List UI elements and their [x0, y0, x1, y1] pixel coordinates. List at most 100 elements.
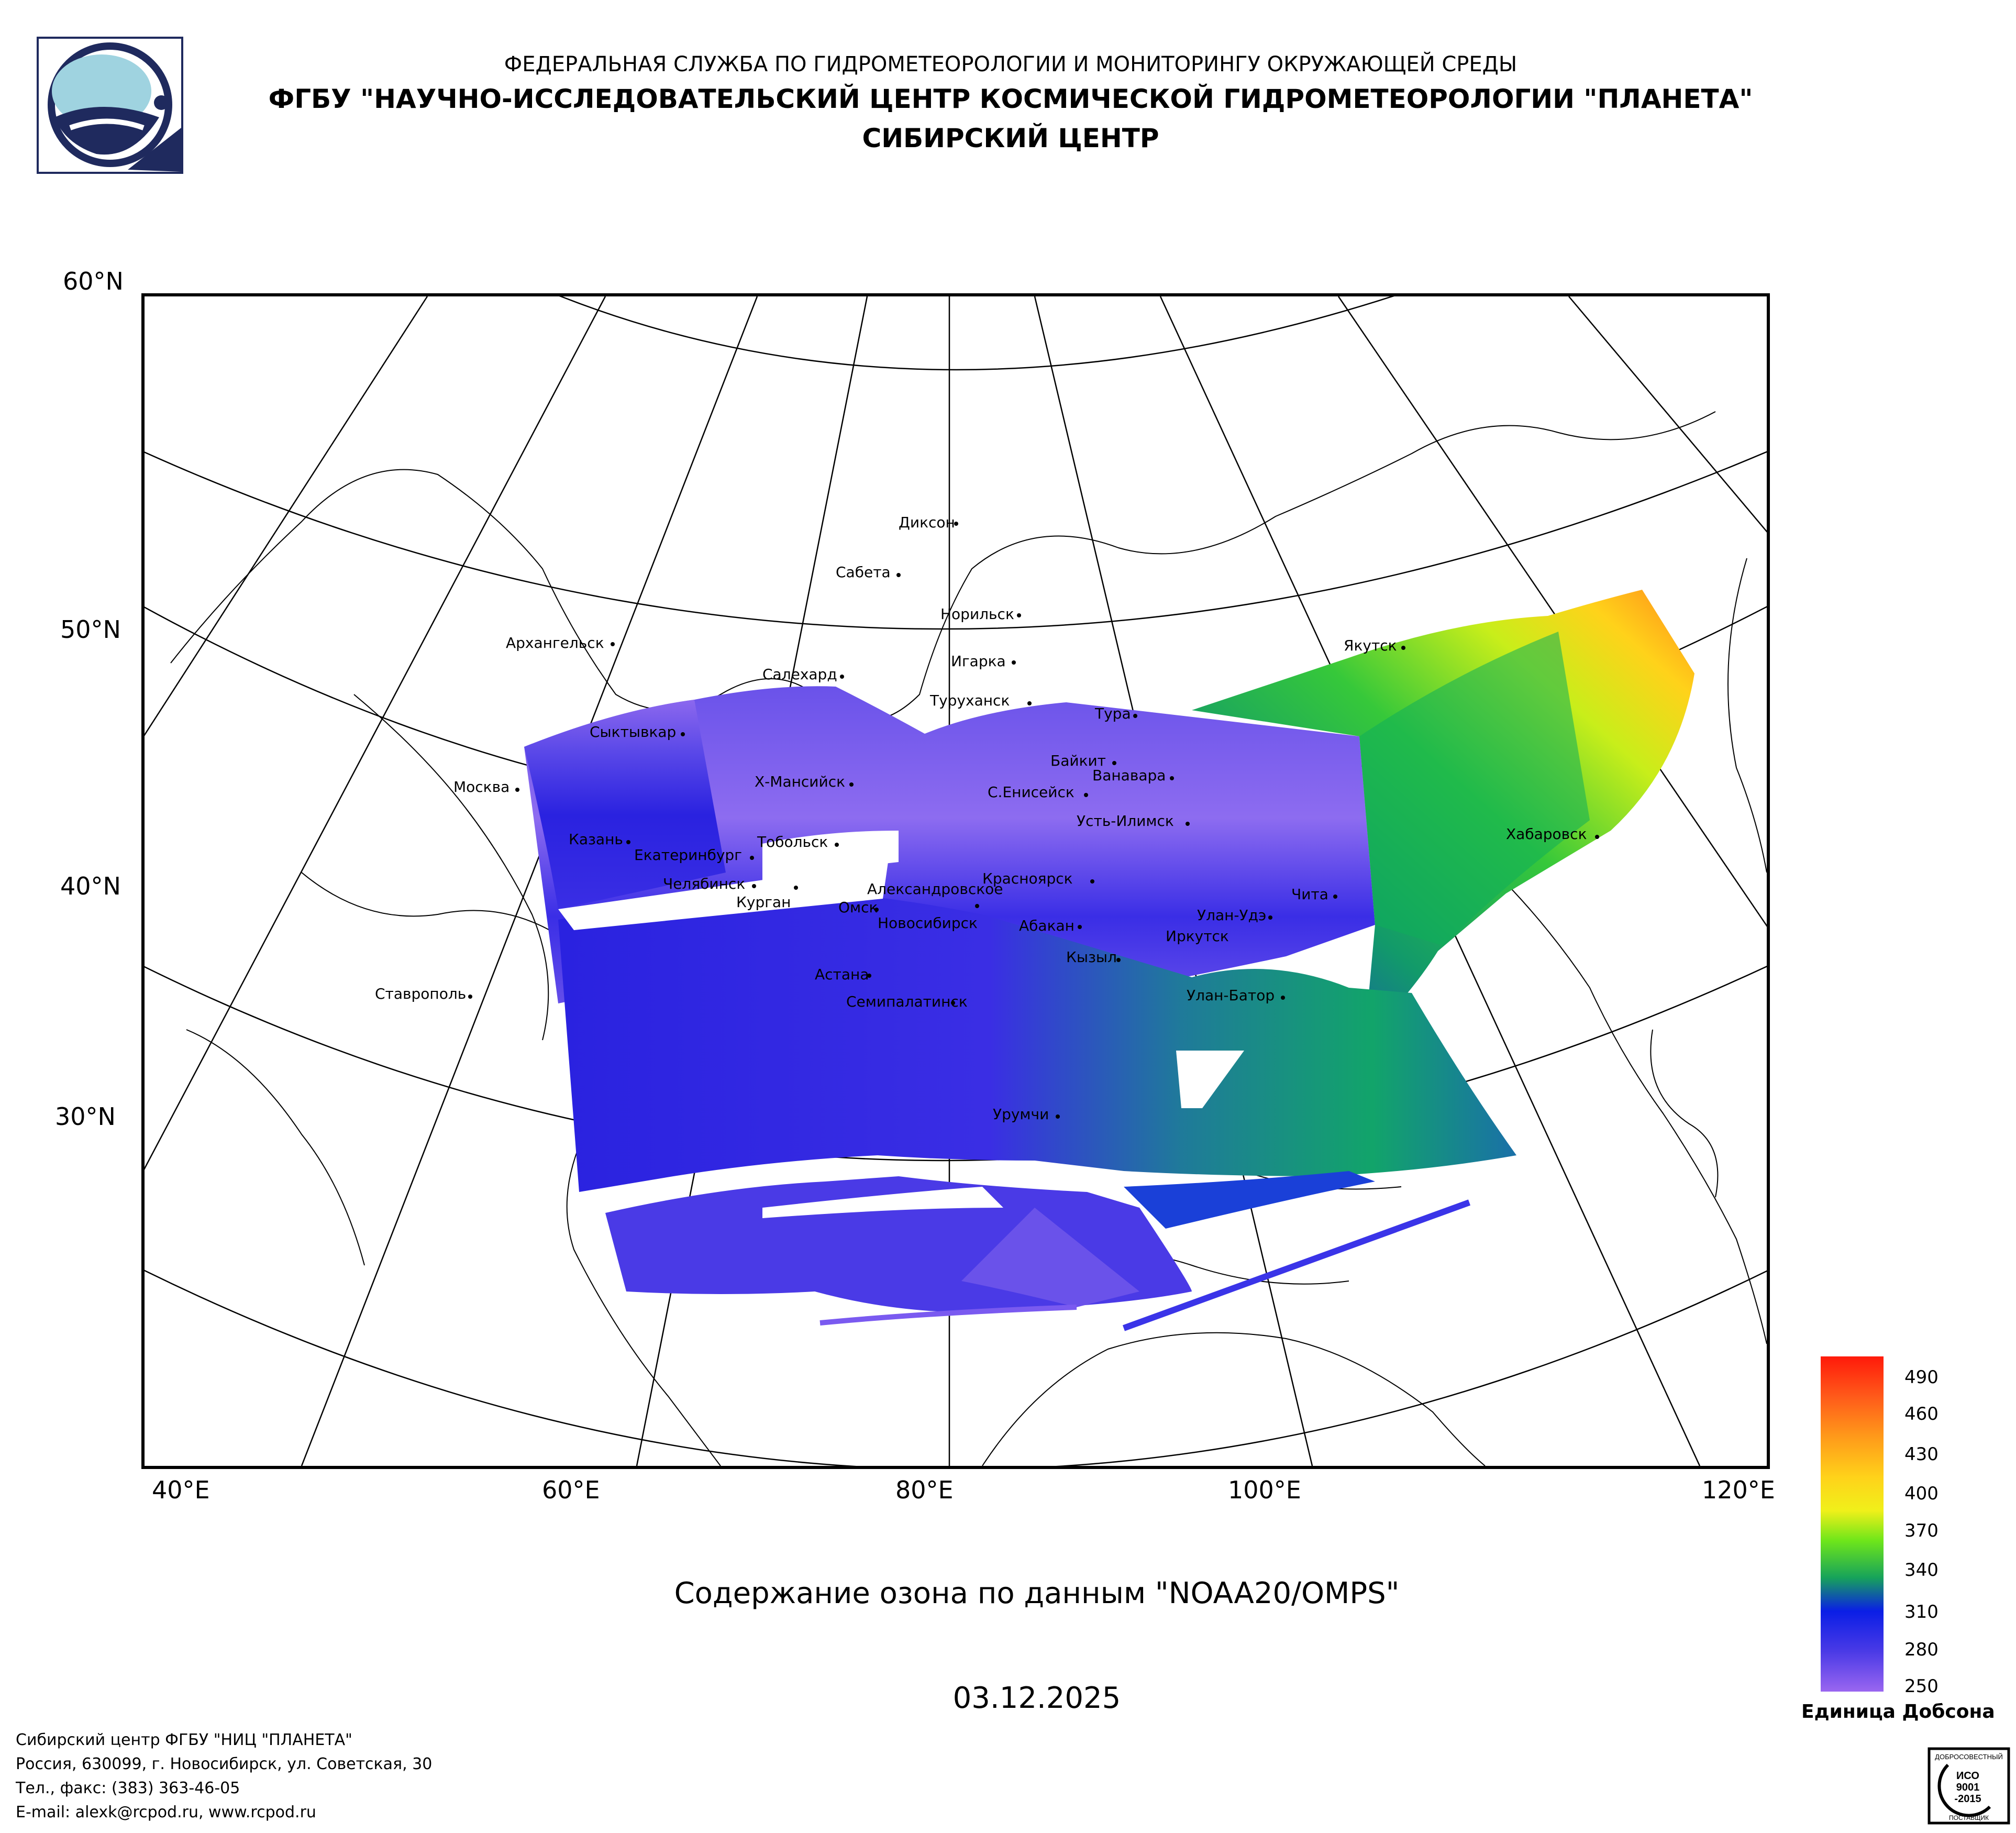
city-label: Сыктывкар [590, 723, 677, 741]
city-marker [1186, 822, 1190, 826]
city-marker [1595, 835, 1599, 839]
center-title: СИБИРСКИЙ ЦЕНТР [862, 123, 1159, 153]
map-date: 03.12.2025 [952, 1681, 1121, 1715]
lon-label-80: 80°E [895, 1476, 954, 1504]
city-marker [1133, 714, 1137, 718]
city-label: Челябинск [663, 875, 746, 892]
footer-line-address: Россия, 630099, г. Новосибирск, ул. Сове… [16, 1755, 433, 1773]
city-marker [840, 675, 844, 679]
city-marker [835, 843, 839, 847]
city-marker [468, 995, 472, 999]
city-label: Урумчи [993, 1106, 1049, 1123]
city-label: Архангельск [506, 634, 604, 652]
city-marker [1078, 925, 1082, 929]
ozone-swaths [524, 590, 1694, 1331]
city-label: Тобольск [757, 833, 828, 851]
scale-label: 430 [1904, 1444, 1939, 1465]
scale-label: 310 [1904, 1602, 1939, 1622]
scale-label: 340 [1904, 1560, 1939, 1581]
city-label: Диксон [899, 514, 955, 531]
city-marker [611, 642, 615, 646]
map-caption: Содержание озона по данным "NOAA20/OMPS" [674, 1576, 1400, 1610]
city-label: Курган [736, 893, 791, 911]
city-label: Хабаровск [1506, 825, 1587, 843]
city-marker [626, 840, 630, 844]
city-label: С.Енисейск [988, 783, 1075, 801]
footer-line-org: Сибирский центр ФГБУ "НИЦ "ПЛАНЕТА" [16, 1731, 352, 1749]
city-marker [874, 908, 879, 912]
city-label: Александровское [867, 880, 1003, 898]
scale-label: 250 [1904, 1676, 1939, 1697]
lon-label-60: 60°E [542, 1476, 600, 1504]
city-label: Улан-Удэ [1197, 907, 1267, 924]
lat-label-40: 40°N [60, 872, 121, 900]
city-marker [1116, 958, 1121, 962]
footer-line-phone: Тел., факс: (383) 363-46-05 [16, 1779, 240, 1797]
city-label: Тура [1095, 705, 1131, 722]
map-canvas [145, 296, 1767, 1466]
iso-l3: -2015 [1954, 1793, 1981, 1805]
scale-label: 400 [1904, 1483, 1939, 1504]
city-label: Сабета [836, 564, 891, 581]
city-marker [1012, 660, 1016, 665]
lon-label-100: 100°E [1228, 1476, 1301, 1504]
footer-line-email: E-mail: alexk@rcpod.ru, www.rcpod.ru [16, 1803, 316, 1821]
city-marker [849, 782, 854, 787]
scale-label: 460 [1904, 1404, 1939, 1425]
city-label: Новосибирск [878, 914, 978, 932]
city-marker [1084, 793, 1088, 797]
city-marker [794, 886, 798, 890]
scale-label: 370 [1904, 1520, 1939, 1541]
city-label: Игарка [951, 653, 1006, 670]
city-label: Москва [453, 778, 510, 796]
city-marker [951, 1001, 955, 1005]
city-label: Ставрополь [375, 985, 467, 1002]
city-label: Красноярск [982, 870, 1073, 887]
city-label: Иркутск [1166, 927, 1229, 945]
city-marker [1056, 1114, 1060, 1119]
city-label: Салехард [762, 666, 837, 683]
city-marker [1401, 646, 1405, 650]
city-marker [954, 522, 958, 526]
scale-unit: Единица Добсона [1801, 1701, 1995, 1722]
city-marker [1090, 879, 1094, 884]
planeta-logo [37, 37, 183, 174]
agency-title: ФЕДЕРАЛЬНАЯ СЛУЖБА ПО ГИДРОМЕТЕОРОЛОГИИ … [504, 52, 1517, 76]
city-label: Чита [1291, 886, 1328, 903]
city-label: Норильск [940, 605, 1014, 623]
city-label: Х-Мансийск [755, 773, 846, 790]
city-label: Ванавара [1092, 767, 1166, 784]
city-marker [1170, 776, 1174, 780]
scale-label: 490 [1904, 1367, 1939, 1388]
iso-top-text: ДОБРОСОВЕСТНЫЙ [1935, 1753, 2003, 1761]
lat-label-60: 60°N [63, 267, 124, 295]
lat-label-50: 50°N [60, 615, 121, 644]
city-label: Казань [569, 831, 623, 848]
lon-label-120: 120°E [1702, 1476, 1775, 1504]
city-label: Астана [815, 966, 869, 983]
iso-l2: 9001 [1956, 1782, 1980, 1793]
city-marker [1017, 613, 1021, 617]
city-marker [752, 884, 756, 888]
city-label: Туруханск [930, 692, 1010, 709]
lon-label-40: 40°E [152, 1476, 210, 1504]
footer-contacts: Сибирский центр ФГБУ "НИЦ "ПЛАНЕТА" Росс… [16, 1728, 432, 1825]
ozone-map: Диксон Сабета Норильск Архангельск Игарк… [141, 293, 1770, 1469]
city-label: Усть-Илимск [1077, 812, 1174, 830]
iso-certification-stamp: ДОБРОСОВЕСТНЫЙ ИСО 9001 -2015 ПОСТАВЩИК [1927, 1747, 2011, 1825]
city-marker [1281, 996, 1285, 1000]
city-marker [750, 856, 754, 860]
iso-l1: ИСО [1956, 1770, 1979, 1782]
city-marker [1112, 761, 1116, 765]
city-marker [975, 904, 979, 908]
city-marker [1333, 895, 1337, 899]
city-marker [681, 732, 685, 736]
city-marker [867, 974, 871, 978]
institute-title: ФГБУ "НАУЧНО-ИССЛЕДОВАТЕЛЬСКИЙ ЦЕНТР КОС… [268, 84, 1753, 114]
city-label: Семипалатинск [846, 993, 968, 1010]
city-label: Абакан [1019, 917, 1075, 934]
city-label: Якутск [1344, 637, 1397, 654]
city-label: Екатеринбург [634, 846, 742, 864]
city-marker [1027, 701, 1032, 705]
city-marker [896, 573, 901, 577]
